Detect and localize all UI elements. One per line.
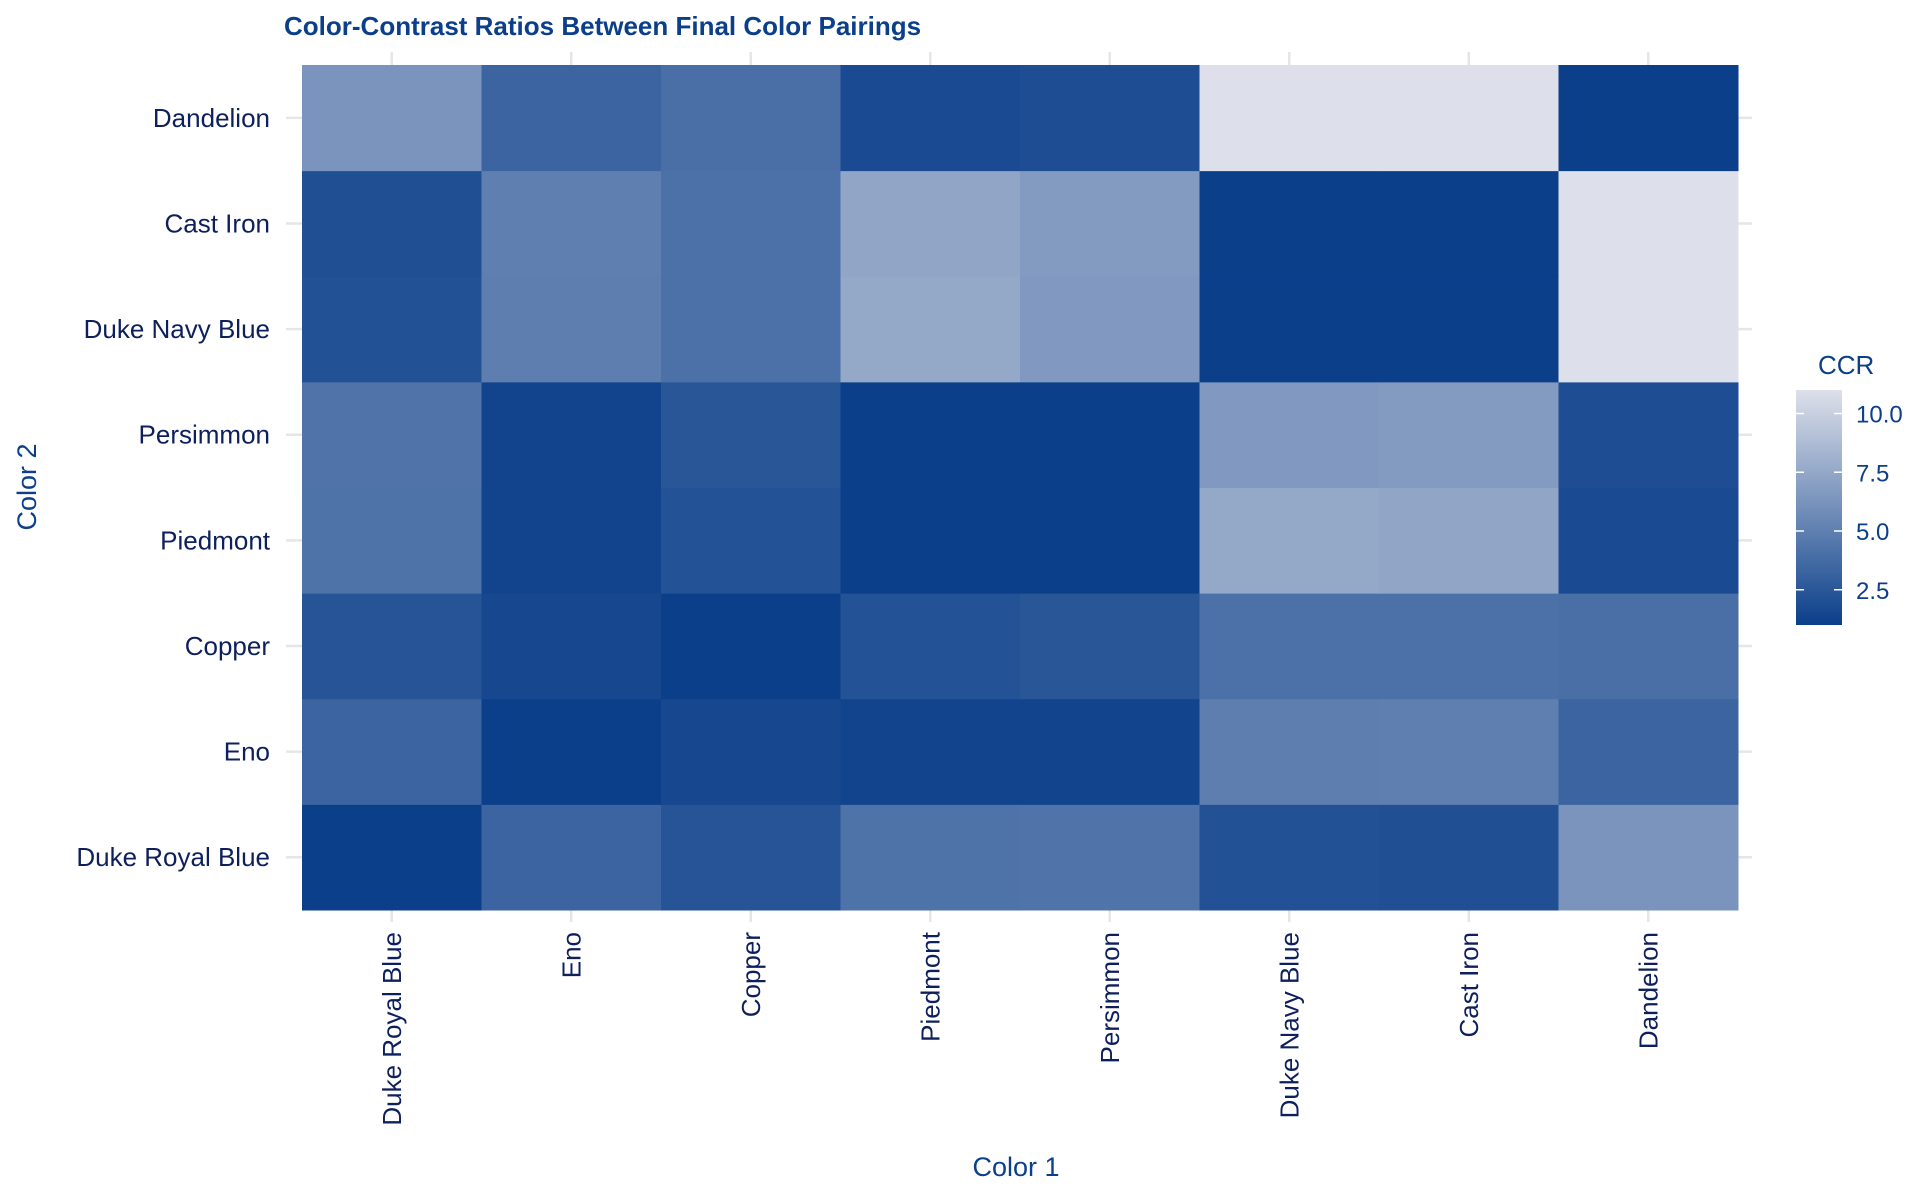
heatmap-cell: [1020, 593, 1200, 700]
heatmap-cell: [1379, 487, 1559, 594]
heatmap-cell: [481, 487, 662, 594]
heatmap-cell: [302, 276, 482, 383]
x-tick-label: Eno: [556, 932, 586, 978]
y-tick-label: Persimmon: [139, 420, 270, 450]
heatmap-cell: [481, 698, 662, 805]
heatmap-cell: [1020, 65, 1200, 172]
x-tick-label: Persimmon: [1095, 932, 1125, 1063]
heatmap-cell: [840, 276, 1021, 383]
heatmap-cell: [302, 65, 482, 172]
heatmap-cell: [1199, 65, 1380, 172]
heatmap-cell: [840, 170, 1021, 277]
heatmap-cell: [1199, 487, 1380, 594]
heatmap-cell: [1199, 698, 1380, 805]
heatmap-cell: [661, 276, 841, 383]
x-tick-label: Dandelion: [1633, 932, 1663, 1049]
heatmap-cell: [1558, 65, 1739, 172]
heatmap-cell: [840, 65, 1021, 172]
heatmap-cell: [1379, 170, 1559, 277]
heatmap-cell: [840, 593, 1021, 700]
y-axis-title: Color 2: [12, 443, 42, 530]
heatmap-cell: [1199, 170, 1380, 277]
heatmap-cell: [1379, 65, 1559, 172]
heatmap-cell: [661, 381, 841, 488]
heatmap-cell: [302, 804, 482, 911]
heatmap-cell: [1379, 593, 1559, 700]
x-axis-title: Color 1: [972, 1152, 1059, 1182]
heatmap-cell: [481, 276, 662, 383]
heatmap-cell: [661, 698, 841, 805]
x-tick-label: Duke Navy Blue: [1274, 932, 1304, 1118]
heatmap-cell: [302, 593, 482, 700]
y-axis-ticks: Duke Royal Blue Eno Copper Piedmont Persimmo…: [76, 103, 270, 872]
heatmap-cell: [1020, 381, 1200, 488]
heatmap-cells: [302, 65, 1739, 911]
heatmap-cell: [302, 487, 482, 594]
heatmap-cell: [1379, 698, 1559, 805]
heatmap-cell: [1558, 276, 1739, 383]
heatmap-cell: [1558, 170, 1739, 277]
y-tick-label: Duke Royal Blue: [76, 842, 270, 872]
legend-color-bar: [1796, 390, 1842, 625]
heatmap-cell: [840, 381, 1021, 488]
heatmap-cell: [661, 593, 841, 700]
heatmap-cell: [1020, 487, 1200, 594]
heatmap-cell: [1020, 698, 1200, 805]
legend-tick-label: 7.5: [1856, 460, 1889, 487]
x-tick-label: Duke Royal Blue: [377, 932, 407, 1126]
heatmap-cell: [840, 487, 1021, 594]
legend-title: CCR: [1818, 350, 1874, 380]
heatmap-cell: [1379, 804, 1559, 911]
heatmap-cell: [1558, 381, 1739, 488]
heatmap-cell: [840, 804, 1021, 911]
color-legend: CCR 2.5 5.0 7.5 10.0: [1796, 350, 1903, 625]
heatmap-cell: [1379, 381, 1559, 488]
x-axis-ticks: Duke Royal Blue Eno Copper Piedmont Persimmo…: [377, 931, 1664, 1125]
heatmap-cell: [1379, 276, 1559, 383]
heatmap-cell: [1199, 804, 1380, 911]
heatmap-cell: [1558, 487, 1739, 594]
y-tick-label: Duke Navy Blue: [84, 314, 270, 344]
heatmap-cell: [1199, 381, 1380, 488]
y-tick-label: Copper: [185, 631, 271, 661]
y-tick-label: Piedmont: [160, 525, 271, 555]
legend-ticks: 2.5 5.0 7.5 10.0: [1796, 402, 1903, 605]
heatmap-cell: [481, 381, 662, 488]
y-tick-label: Dandelion: [153, 103, 270, 133]
heatmap-cell: [1558, 804, 1739, 911]
heatmap-cell: [661, 170, 841, 277]
x-tick-label: Piedmont: [915, 931, 945, 1042]
heatmap-cell: [481, 804, 662, 911]
heatmap-cell: [661, 487, 841, 594]
heatmap-cell: [302, 381, 482, 488]
heatmap-cell: [481, 65, 662, 172]
y-tick-label: Cast Iron: [165, 208, 271, 238]
chart-title: Color-Contrast Ratios Between Final Colo…: [284, 11, 921, 41]
heatmap-cell: [1199, 593, 1380, 700]
legend-tick-label: 10.0: [1856, 402, 1903, 429]
heatmap-cell: [661, 65, 841, 172]
heatmap-cell: [302, 170, 482, 277]
heatmap-cell: [481, 593, 662, 700]
heatmap-cell: [1558, 593, 1739, 700]
heatmap-cell: [481, 170, 662, 277]
x-tick-label: Cast Iron: [1454, 932, 1484, 1038]
legend-tick-label: 2.5: [1856, 578, 1889, 605]
heatmap-cell: [1020, 170, 1200, 277]
heatmap-cell: [1020, 804, 1200, 911]
x-tick-label: Copper: [736, 932, 766, 1018]
heatmap-cell: [1558, 698, 1739, 805]
heatmap-cell: [1199, 276, 1380, 383]
heatmap-cell: [840, 698, 1021, 805]
heatmap-cell: [1020, 276, 1200, 383]
heatmap-cell: [661, 804, 841, 911]
y-tick-label: Eno: [224, 737, 270, 767]
heatmap-cell: [302, 698, 482, 805]
legend-tick-label: 5.0: [1856, 519, 1889, 546]
